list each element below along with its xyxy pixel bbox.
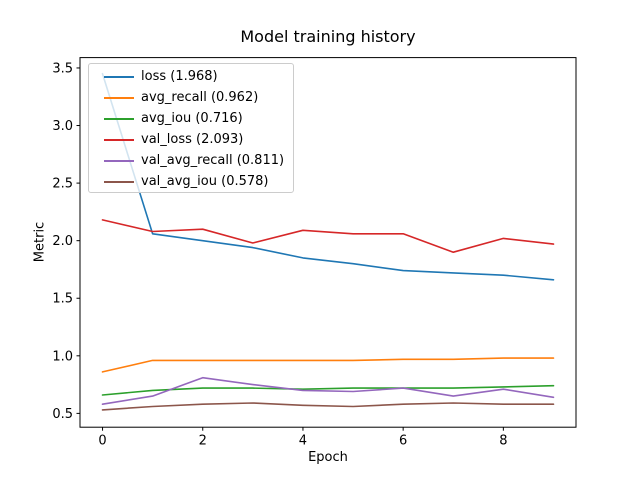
- series-line-avg_iou: [101, 384, 555, 396]
- legend-item-label: loss (1.968): [141, 69, 218, 84]
- series-line-val_avg_recall: [101, 376, 555, 406]
- legend-item-label: val_loss (2.093): [141, 132, 244, 147]
- legend-item-val-avg-recall: val_avg_recall (0.811): [89, 150, 293, 171]
- x-tick-label: 8: [499, 434, 507, 449]
- legend-item-val-loss: val_loss (2.093): [89, 129, 293, 150]
- legend-line-swatch: [104, 96, 134, 99]
- legend-item-avg-iou: avg_iou (0.716): [89, 108, 293, 129]
- x-axis-label: Epoch: [308, 450, 348, 465]
- legend-line-swatch: [104, 138, 134, 141]
- series-line-loss: [101, 72, 555, 281]
- legend-item-label: avg_recall (0.962): [141, 90, 259, 105]
- legend-item-avg-recall: avg_recall (0.962): [89, 87, 293, 108]
- x-tick-label: 4: [299, 434, 307, 449]
- series-line-val_loss: [101, 219, 555, 253]
- legend-item-label: val_avg_recall (0.811): [141, 153, 285, 168]
- x-tick-label: 6: [399, 434, 407, 449]
- y-tick-label: 2.0: [52, 234, 73, 249]
- y-axis-label: Metric: [32, 221, 48, 263]
- y-tick-label: 1.0: [52, 349, 73, 364]
- legend-line-swatch: [104, 159, 134, 162]
- legend-item-label: avg_iou (0.716): [141, 111, 243, 126]
- legend-item-loss: loss (1.968): [89, 66, 293, 87]
- legend-line-swatch: [104, 180, 134, 183]
- legend: loss (1.968) avg_recall (0.962) avg_iou …: [88, 63, 294, 193]
- chart-title: Model training history: [240, 27, 416, 46]
- legend-item-label: val_avg_iou (0.578): [141, 174, 269, 189]
- y-tick-label: 2.5: [52, 177, 73, 192]
- series-line-avg_recall: [101, 357, 555, 373]
- y-tick-label: 0.5: [52, 407, 73, 422]
- series-line-val_avg_iou: [101, 402, 555, 411]
- x-tick-label: 2: [199, 434, 207, 449]
- y-tick-label: 1.5: [52, 292, 73, 307]
- legend-line-swatch: [104, 117, 134, 120]
- axes-frame: [79, 57, 577, 428]
- y-tick-label: 3.0: [52, 119, 73, 134]
- legend-item-val-avg-iou: val_avg_iou (0.578): [89, 171, 293, 192]
- x-tick-label: 0: [98, 434, 106, 449]
- y-tick-label: 3.5: [52, 61, 73, 76]
- legend-line-swatch: [104, 75, 134, 78]
